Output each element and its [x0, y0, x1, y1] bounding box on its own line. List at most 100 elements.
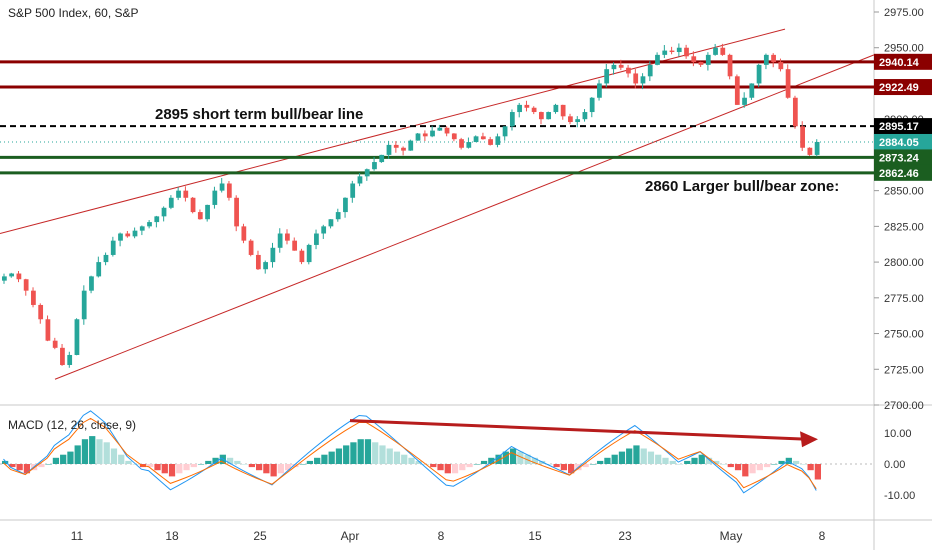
price-tick-label: 2950.00: [884, 43, 924, 55]
candle-body: [190, 197, 196, 213]
candle-body: [662, 50, 668, 55]
price-tag: [874, 118, 932, 135]
macd-histogram-bar: [597, 460, 604, 464]
macd-histogram-bar: [393, 451, 401, 464]
candle-body: [408, 140, 414, 151]
macd-histogram-bar: [800, 464, 807, 465]
price-tag-label: 2922.49: [879, 82, 919, 94]
candle-body: [792, 97, 798, 127]
macd-histogram-bar: [81, 439, 89, 464]
candle-body: [212, 190, 218, 205]
macd-histogram-bar: [451, 464, 459, 474]
candle-body: [379, 154, 385, 163]
macd-histogram-bar: [531, 457, 538, 464]
macd-line: [3, 410, 817, 494]
candle-body: [582, 112, 588, 120]
macd-histogram-bar: [118, 454, 125, 464]
candle-body: [248, 240, 254, 255]
macd-histogram-bar: [509, 448, 517, 464]
price-tick-label: 2800.00: [884, 257, 924, 269]
candle-body: [241, 226, 247, 241]
macd-histogram-bar: [459, 464, 466, 471]
candle-body: [270, 247, 276, 263]
candle-body: [96, 262, 102, 277]
macd-histogram-bar: [698, 454, 705, 464]
candle-body: [139, 226, 145, 231]
time-label: 25: [253, 529, 267, 543]
candle-body: [517, 104, 522, 113]
candle-body: [684, 47, 689, 57]
candle-body: [52, 340, 58, 348]
candle-body: [546, 112, 552, 120]
macd-histogram-bar: [466, 464, 473, 468]
candle-body: [459, 139, 464, 148]
price-tag-label: 2873.24: [879, 152, 920, 164]
macd-histogram-bar: [386, 448, 393, 464]
candle-body: [633, 73, 639, 84]
candle-body: [89, 276, 94, 291]
time-label: Apr: [341, 529, 360, 543]
candle-body: [814, 141, 820, 155]
candle-body: [538, 112, 544, 120]
candle-body: [277, 233, 283, 248]
macd-histogram-bar: [226, 457, 234, 464]
macd-histogram-bar: [473, 464, 480, 465]
candle-body: [234, 197, 239, 227]
macd-histogram-bar: [321, 454, 328, 464]
macd-histogram-bar: [285, 464, 292, 471]
macd-histogram-bar: [676, 464, 684, 465]
candle-body: [575, 119, 581, 123]
macd-histogram-bar: [604, 457, 611, 464]
macd-histogram-bar: [67, 451, 74, 464]
candle-body: [161, 207, 167, 217]
candle-body: [205, 204, 210, 220]
macd-histogram-bar: [45, 464, 52, 465]
time-label: May: [720, 529, 743, 543]
candle-body: [734, 76, 740, 105]
candle-body: [626, 67, 631, 74]
macd-histogram-bar: [154, 464, 161, 471]
macd-histogram-bar: [720, 464, 727, 465]
channel-lower-line: [54, 54, 875, 380]
macd-histogram-bar: [306, 460, 314, 464]
macd-histogram-bar: [52, 457, 60, 464]
candle-body: [263, 262, 268, 270]
price-tag: [874, 79, 932, 96]
candle-body: [23, 279, 29, 291]
macd-histogram-bar: [502, 451, 509, 464]
price-tag-label: 2862.46: [879, 168, 919, 180]
candle-body: [147, 222, 152, 227]
macd-histogram-bar: [582, 464, 589, 468]
candle-body: [168, 197, 174, 208]
macd-histogram-bar: [379, 445, 386, 464]
candle-body: [495, 136, 501, 145]
candle-body: [343, 197, 348, 213]
macd-histogram-bar: [662, 457, 669, 464]
macd-histogram-bar: [212, 457, 219, 464]
price-tick-label: 2825.00: [884, 221, 924, 233]
candle-body: [589, 97, 595, 113]
candle-body: [655, 54, 660, 65]
candle-body: [422, 133, 428, 137]
macd-histogram-bar: [314, 457, 321, 464]
macd-arrow-head: [800, 431, 818, 448]
candle-body: [393, 144, 399, 148]
macd-histogram-bar: [415, 460, 422, 464]
candle-body: [531, 107, 537, 113]
macd-histogram-bar: [241, 464, 248, 465]
macd-histogram-bar: [546, 464, 553, 465]
macd-histogram-bar: [248, 464, 255, 468]
candle-body: [401, 147, 406, 151]
macd-histogram-bar: [328, 451, 335, 464]
price-tag-label: 2940.14: [879, 57, 920, 69]
candle-body: [597, 83, 602, 98]
candle-body: [444, 127, 450, 134]
macd-histogram-bar: [38, 464, 45, 468]
macd-histogram-bar: [640, 448, 647, 464]
candle-body: [328, 219, 334, 227]
price-tags: 2940.14 2922.49 2895.17 2884.05 2873.24 2862.…: [874, 53, 932, 181]
candle-body: [74, 319, 80, 355]
candle-body: [705, 54, 711, 65]
